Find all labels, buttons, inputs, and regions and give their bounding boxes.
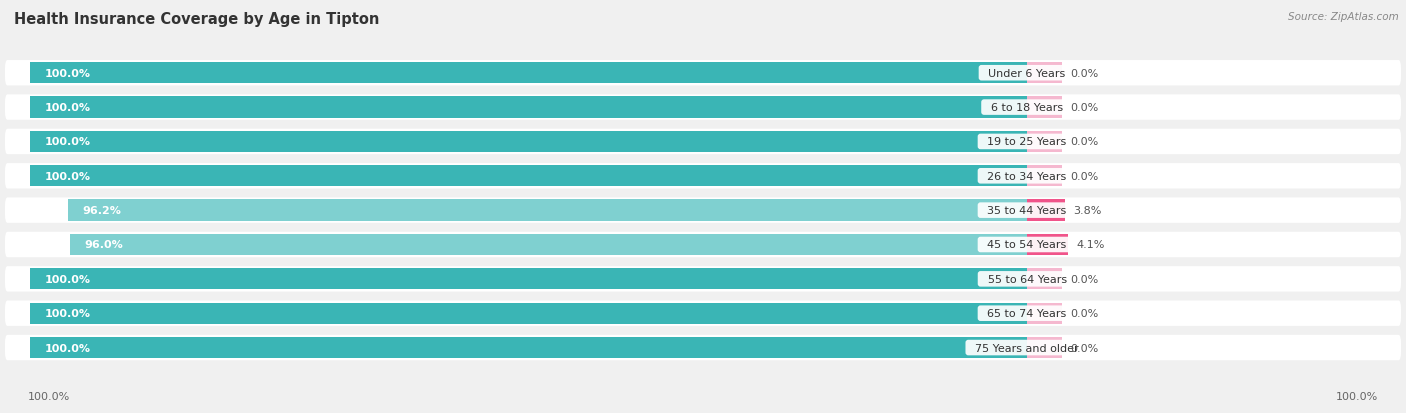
Bar [30,166,1026,187]
Bar [70,234,1026,256]
Text: 3.8%: 3.8% [1073,206,1101,216]
Text: 6 to 18 Years: 6 to 18 Years [984,103,1070,113]
Text: Under 6 Years: Under 6 Years [981,69,1073,78]
Text: 100.0%: 100.0% [28,391,70,401]
Text: 100.0%: 100.0% [45,103,91,113]
FancyBboxPatch shape [6,335,1400,361]
Text: 26 to 34 Years: 26 to 34 Years [980,171,1074,181]
Bar [1026,131,1062,153]
Text: 100.0%: 100.0% [45,171,91,181]
FancyBboxPatch shape [6,301,1400,326]
Text: 0.0%: 0.0% [1070,343,1098,353]
Text: 35 to 44 Years: 35 to 44 Years [980,206,1074,216]
FancyBboxPatch shape [6,266,1400,292]
Bar [1026,234,1069,256]
Text: 0.0%: 0.0% [1070,171,1098,181]
Text: 0.0%: 0.0% [1070,137,1098,147]
Bar [30,131,1026,153]
Bar [1026,63,1062,84]
Text: 55 to 64 Years: 55 to 64 Years [980,274,1074,284]
Text: 100.0%: 100.0% [1336,391,1378,401]
FancyBboxPatch shape [6,164,1400,189]
Bar [30,337,1026,358]
Bar [30,63,1026,84]
Text: 65 to 74 Years: 65 to 74 Years [980,309,1074,318]
Bar [1026,166,1062,187]
Bar [30,97,1026,119]
Text: 0.0%: 0.0% [1070,103,1098,113]
FancyBboxPatch shape [6,61,1400,86]
Text: 96.0%: 96.0% [84,240,124,250]
Text: Source: ZipAtlas.com: Source: ZipAtlas.com [1288,12,1399,22]
Text: 0.0%: 0.0% [1070,309,1098,318]
FancyBboxPatch shape [6,198,1400,223]
Text: 100.0%: 100.0% [45,274,91,284]
Bar [1026,200,1064,221]
Text: Health Insurance Coverage by Age in Tipton: Health Insurance Coverage by Age in Tipt… [14,12,380,27]
Text: 0.0%: 0.0% [1070,274,1098,284]
Bar [1026,268,1062,290]
Bar [30,303,1026,324]
Text: 96.2%: 96.2% [83,206,122,216]
Text: 75 Years and older: 75 Years and older [969,343,1085,353]
Text: 100.0%: 100.0% [45,69,91,78]
Bar [1026,303,1062,324]
FancyBboxPatch shape [6,95,1400,121]
Bar [67,200,1026,221]
Bar [1026,97,1062,119]
Bar [1026,337,1062,358]
Text: 0.0%: 0.0% [1070,69,1098,78]
Text: 19 to 25 Years: 19 to 25 Years [980,137,1074,147]
Text: 100.0%: 100.0% [45,309,91,318]
Text: 4.1%: 4.1% [1076,240,1104,250]
FancyBboxPatch shape [6,232,1400,258]
FancyBboxPatch shape [6,129,1400,155]
Text: 100.0%: 100.0% [45,343,91,353]
Bar [30,268,1026,290]
Text: 45 to 54 Years: 45 to 54 Years [980,240,1074,250]
Text: 100.0%: 100.0% [45,137,91,147]
